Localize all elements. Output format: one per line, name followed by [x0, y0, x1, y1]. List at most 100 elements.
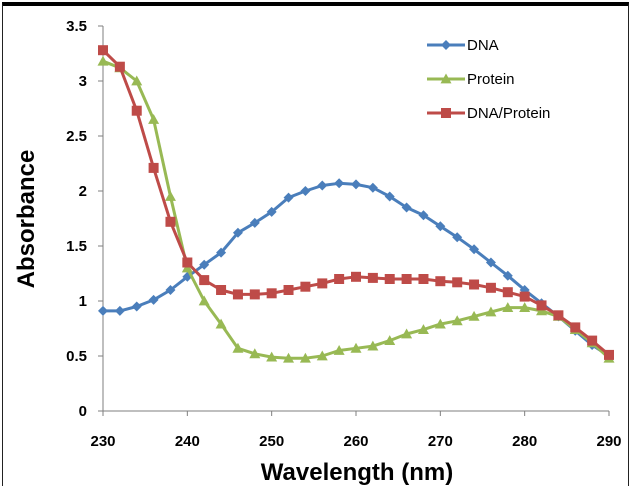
data-point-dna [452, 232, 463, 243]
data-point-dna [469, 244, 480, 255]
legend-item-protein: Protein [427, 71, 515, 88]
data-point-protein [232, 342, 244, 353]
data-point-dna-protein [98, 45, 108, 56]
data-point-dna-protein [587, 335, 598, 346]
data-point-dna-protein [266, 288, 277, 299]
data-point-dna [334, 178, 345, 189]
data-point-dna-protein [216, 285, 227, 295]
data-point-dna [165, 285, 176, 295]
data-point-protein [367, 340, 379, 351]
data-point-dna [131, 301, 142, 312]
data-point-dna-protein [553, 310, 564, 321]
data-point-dna-protein [334, 274, 345, 284]
data-point-dna-protein [182, 257, 193, 268]
data-point-dna [283, 192, 294, 203]
series-protein [97, 55, 615, 363]
x-axis-title: Wavelength (nm) [261, 459, 453, 486]
x-tick-label: 260 [343, 433, 368, 450]
data-point-dna-protein [165, 216, 176, 227]
data-point-protein [350, 342, 362, 353]
data-point-dna [300, 186, 311, 196]
x-tick-label: 270 [428, 433, 453, 450]
chart-frame [2, 2, 629, 486]
data-point-dna [216, 247, 227, 258]
y-tick-label: 3 [79, 73, 87, 90]
data-point-dna [367, 182, 378, 193]
x-tick-label: 280 [512, 433, 537, 450]
data-point-dna-protein [604, 349, 614, 360]
y-axis-title: Absorbance [13, 150, 40, 289]
data-point-dna-protein [199, 275, 210, 286]
legend-item-dna: DNA [427, 37, 499, 54]
data-point-protein [266, 351, 278, 362]
data-point-dna [418, 210, 429, 221]
data-point-protein [519, 302, 531, 312]
series-layer [97, 45, 615, 363]
data-point-protein [451, 315, 463, 326]
x-tick-label: 240 [175, 433, 200, 450]
legend-label-dna: DNA [467, 37, 499, 54]
data-point-dna [266, 206, 277, 217]
data-point-protein [299, 352, 311, 363]
data-point-dna-protein [351, 271, 361, 282]
y-tick-label: 0 [79, 403, 87, 420]
data-point-dna [384, 191, 395, 202]
series-dna-protein [98, 45, 614, 360]
data-point-protein [417, 324, 429, 334]
data-point-dna-protein [384, 274, 395, 284]
data-point-dna-protein [485, 282, 496, 293]
data-point-protein [97, 55, 109, 66]
data-point-dna-protein [570, 322, 581, 333]
data-point-dna-protein [519, 291, 530, 302]
data-point-dna [249, 217, 260, 228]
y-tick-label: 1.5 [66, 238, 87, 255]
y-tick-label: 0.5 [66, 348, 87, 365]
data-point-dna-protein [367, 272, 378, 283]
data-point-dna [114, 305, 125, 316]
data-point-dna-protein [249, 289, 260, 300]
data-point-protein [485, 306, 497, 317]
data-point-protein [164, 191, 176, 201]
data-point-dna [485, 257, 496, 268]
data-point-dna-protein [114, 61, 125, 72]
legend-marker-protein [440, 73, 452, 84]
data-point-dna-protein [131, 105, 142, 116]
data-point-dna [435, 221, 446, 232]
x-tick-label: 290 [596, 433, 621, 450]
data-point-dna [98, 305, 108, 316]
data-point-dna [199, 259, 210, 270]
data-point-dna-protein [502, 287, 513, 298]
y-tick-label: 2.5 [66, 128, 87, 145]
data-point-dna [502, 270, 513, 281]
data-point-dna-protein [469, 279, 480, 290]
y-tick-label: 1 [79, 293, 87, 310]
y-tick-label: 2 [79, 183, 87, 200]
data-point-dna [351, 179, 361, 190]
data-point-protein [316, 350, 328, 361]
data-point-dna-protein [300, 281, 311, 292]
data-point-protein [468, 310, 480, 321]
data-point-protein [283, 352, 295, 363]
data-point-dna-protein [401, 274, 412, 284]
data-point-dna-protein [232, 289, 243, 300]
legend-marker-dna [441, 40, 451, 50]
data-point-dna-protein [148, 162, 159, 173]
data-point-dna [317, 180, 328, 191]
data-point-protein [249, 348, 261, 359]
x-tick-label: 250 [259, 433, 284, 450]
data-point-protein [198, 295, 210, 306]
y-tick-label: 3.5 [66, 18, 87, 35]
data-point-dna-protein [435, 276, 446, 287]
series-dna [98, 178, 614, 361]
data-point-protein [131, 75, 143, 86]
legend: DNA Protein DNA/Protein [427, 37, 550, 122]
axes: 0 0.5 1 1.5 2 2.5 3 3.5 230 240 250 260 270 280 290 [66, 18, 621, 450]
series-line-dna [103, 181, 610, 358]
data-point-protein [434, 318, 446, 329]
legend-item-dna-protein: DNA/Protein [427, 105, 550, 122]
data-point-protein [384, 335, 396, 345]
data-point-dna-protein [317, 278, 328, 289]
data-point-dna-protein [536, 300, 547, 311]
data-point-dna-protein [418, 274, 429, 284]
